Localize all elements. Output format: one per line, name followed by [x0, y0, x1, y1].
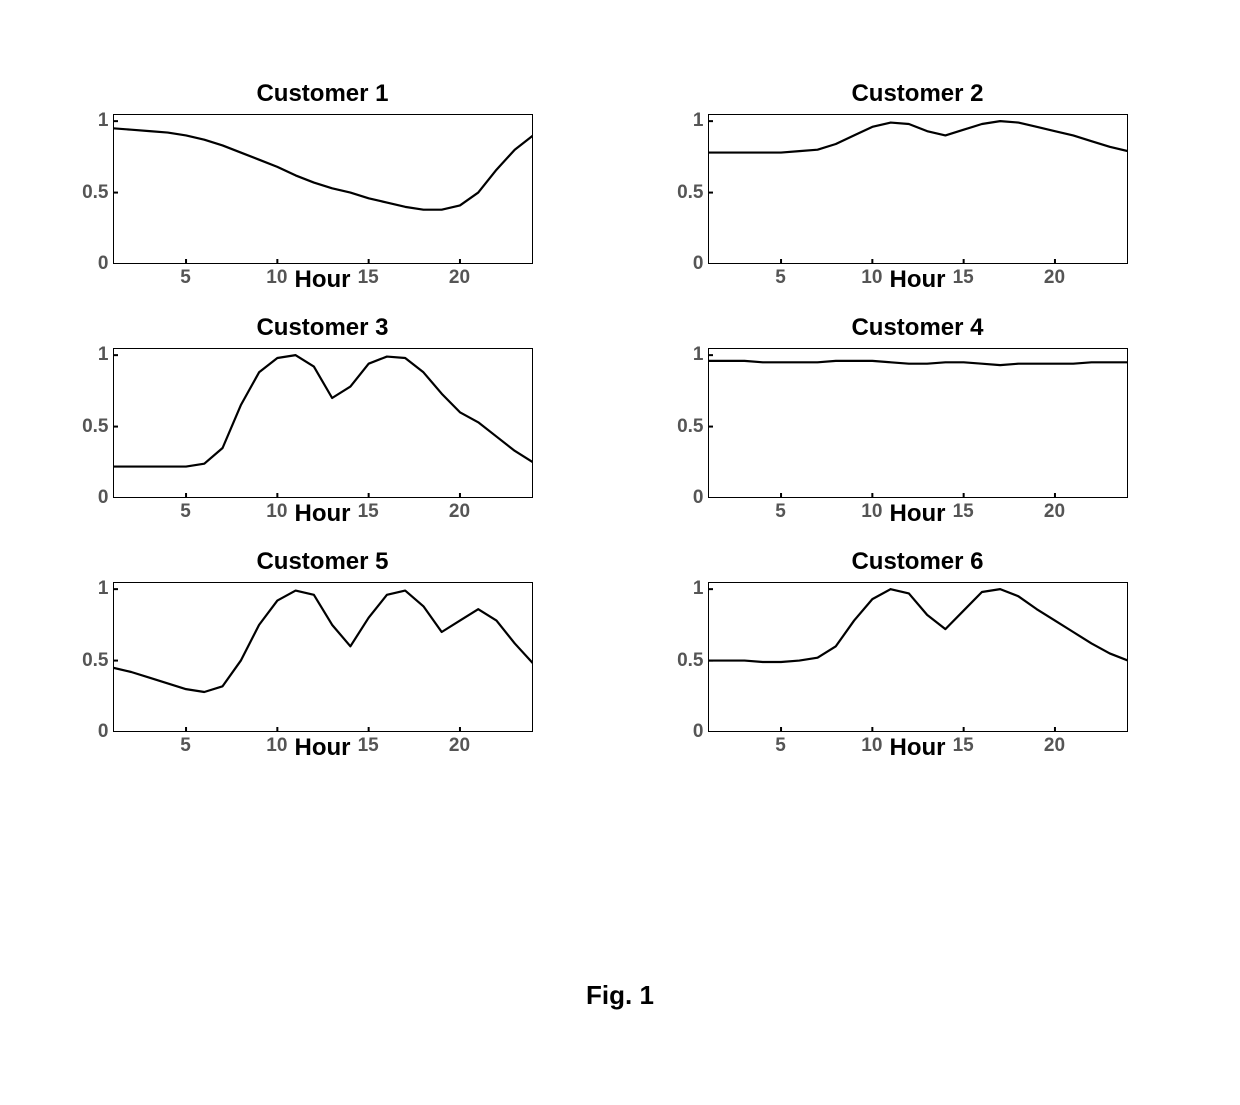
line-chart — [708, 114, 1128, 264]
plot-area: 00.51 5101520 — [113, 582, 533, 732]
ytick-label: 0.5 — [660, 416, 704, 438]
ytick-label: 0 — [65, 487, 109, 509]
xtick-label: 10 — [861, 501, 882, 523]
ytick-labels: 00.51 — [65, 582, 109, 732]
subplot: Customer 3 00.51 5101520 Hour — [70, 314, 575, 528]
chart-title: Customer 4 — [851, 314, 983, 342]
xtick-label: 15 — [953, 267, 974, 289]
xtick-label: 5 — [775, 501, 786, 523]
ytick-label: 0 — [65, 253, 109, 275]
xtick-labels: 5 10 15 20 — [708, 498, 1128, 524]
xtick-label: 15 — [953, 735, 974, 757]
chart-title: Customer 3 — [256, 314, 388, 342]
ytick-label: 0.5 — [65, 416, 109, 438]
chart-title: Customer 2 — [851, 80, 983, 108]
xtick-label: 5 — [180, 267, 191, 289]
line-chart — [113, 582, 533, 732]
ytick-label: 0.5 — [65, 650, 109, 672]
xtick-label: 20 — [449, 735, 470, 757]
ytick-label: 1 — [65, 110, 109, 132]
ytick-label: 1 — [65, 344, 109, 366]
xtick-labels: 5 10 15 20 — [708, 732, 1128, 758]
line-chart — [113, 114, 533, 264]
xtick-label: 10 — [861, 267, 882, 289]
line-chart — [113, 348, 533, 498]
line-chart — [708, 348, 1128, 498]
ytick-labels: 00.51 — [660, 348, 704, 498]
xtick-label: 20 — [449, 501, 470, 523]
ytick-label: 1 — [660, 578, 704, 600]
subplot-grid: Customer 1 00.51 5101520 Hour Customer 2… — [70, 80, 1170, 762]
xtick-labels: 5 10 15 20 — [113, 264, 533, 290]
ytick-label: 0 — [660, 487, 704, 509]
ytick-labels: 00.51 — [660, 582, 704, 732]
ytick-label: 1 — [65, 578, 109, 600]
ytick-label: 0 — [660, 721, 704, 743]
plot-area: 00.51 5101520 — [113, 114, 533, 264]
line-chart — [708, 582, 1128, 732]
xtick-label: 5 — [180, 501, 191, 523]
xtick-label: 15 — [358, 501, 379, 523]
ytick-label: 1 — [660, 110, 704, 132]
xtick-label: 20 — [1044, 267, 1065, 289]
ytick-labels: 00.51 — [65, 114, 109, 264]
xtick-label: 20 — [1044, 501, 1065, 523]
subplot: Customer 4 00.51 5101520 Hour — [665, 314, 1170, 528]
xtick-label: 10 — [266, 267, 287, 289]
xtick-labels: 5 10 15 20 — [708, 264, 1128, 290]
xtick-label: 15 — [953, 501, 974, 523]
xtick-labels: 5 10 15 20 — [113, 498, 533, 524]
ytick-label: 0.5 — [660, 650, 704, 672]
xtick-label: 15 — [358, 735, 379, 757]
xtick-label: 10 — [266, 735, 287, 757]
chart-title: Customer 5 — [256, 548, 388, 576]
figure-page: Customer 1 00.51 5101520 Hour Customer 2… — [0, 0, 1240, 1105]
ytick-label: 0.5 — [65, 182, 109, 204]
xtick-label: 10 — [266, 501, 287, 523]
xtick-label: 5 — [775, 735, 786, 757]
subplot: Customer 2 00.51 5101520 Hour — [665, 80, 1170, 294]
chart-title: Customer 6 — [851, 548, 983, 576]
xtick-label: 20 — [449, 267, 470, 289]
xtick-label: 5 — [180, 735, 191, 757]
subplot: Customer 1 00.51 5101520 Hour — [70, 80, 575, 294]
ytick-label: 0.5 — [660, 182, 704, 204]
xtick-label: 15 — [358, 267, 379, 289]
subplot: Customer 6 00.51 5101520 Hour — [665, 548, 1170, 762]
plot-area: 00.51 5101520 — [708, 114, 1128, 264]
subplot: Customer 5 00.51 5101520 Hour — [70, 548, 575, 762]
ytick-label: 1 — [660, 344, 704, 366]
ytick-labels: 00.51 — [65, 348, 109, 498]
plot-area: 00.51 5101520 — [708, 348, 1128, 498]
chart-title: Customer 1 — [256, 80, 388, 108]
plot-area: 00.51 5101520 — [708, 582, 1128, 732]
xtick-label: 5 — [775, 267, 786, 289]
xtick-label: 20 — [1044, 735, 1065, 757]
xtick-labels: 5 10 15 20 — [113, 732, 533, 758]
ytick-label: 0 — [65, 721, 109, 743]
figure-caption: Fig. 1 — [0, 980, 1240, 1011]
plot-area: 00.51 5101520 — [113, 348, 533, 498]
ytick-label: 0 — [660, 253, 704, 275]
ytick-labels: 00.51 — [660, 114, 704, 264]
xtick-label: 10 — [861, 735, 882, 757]
